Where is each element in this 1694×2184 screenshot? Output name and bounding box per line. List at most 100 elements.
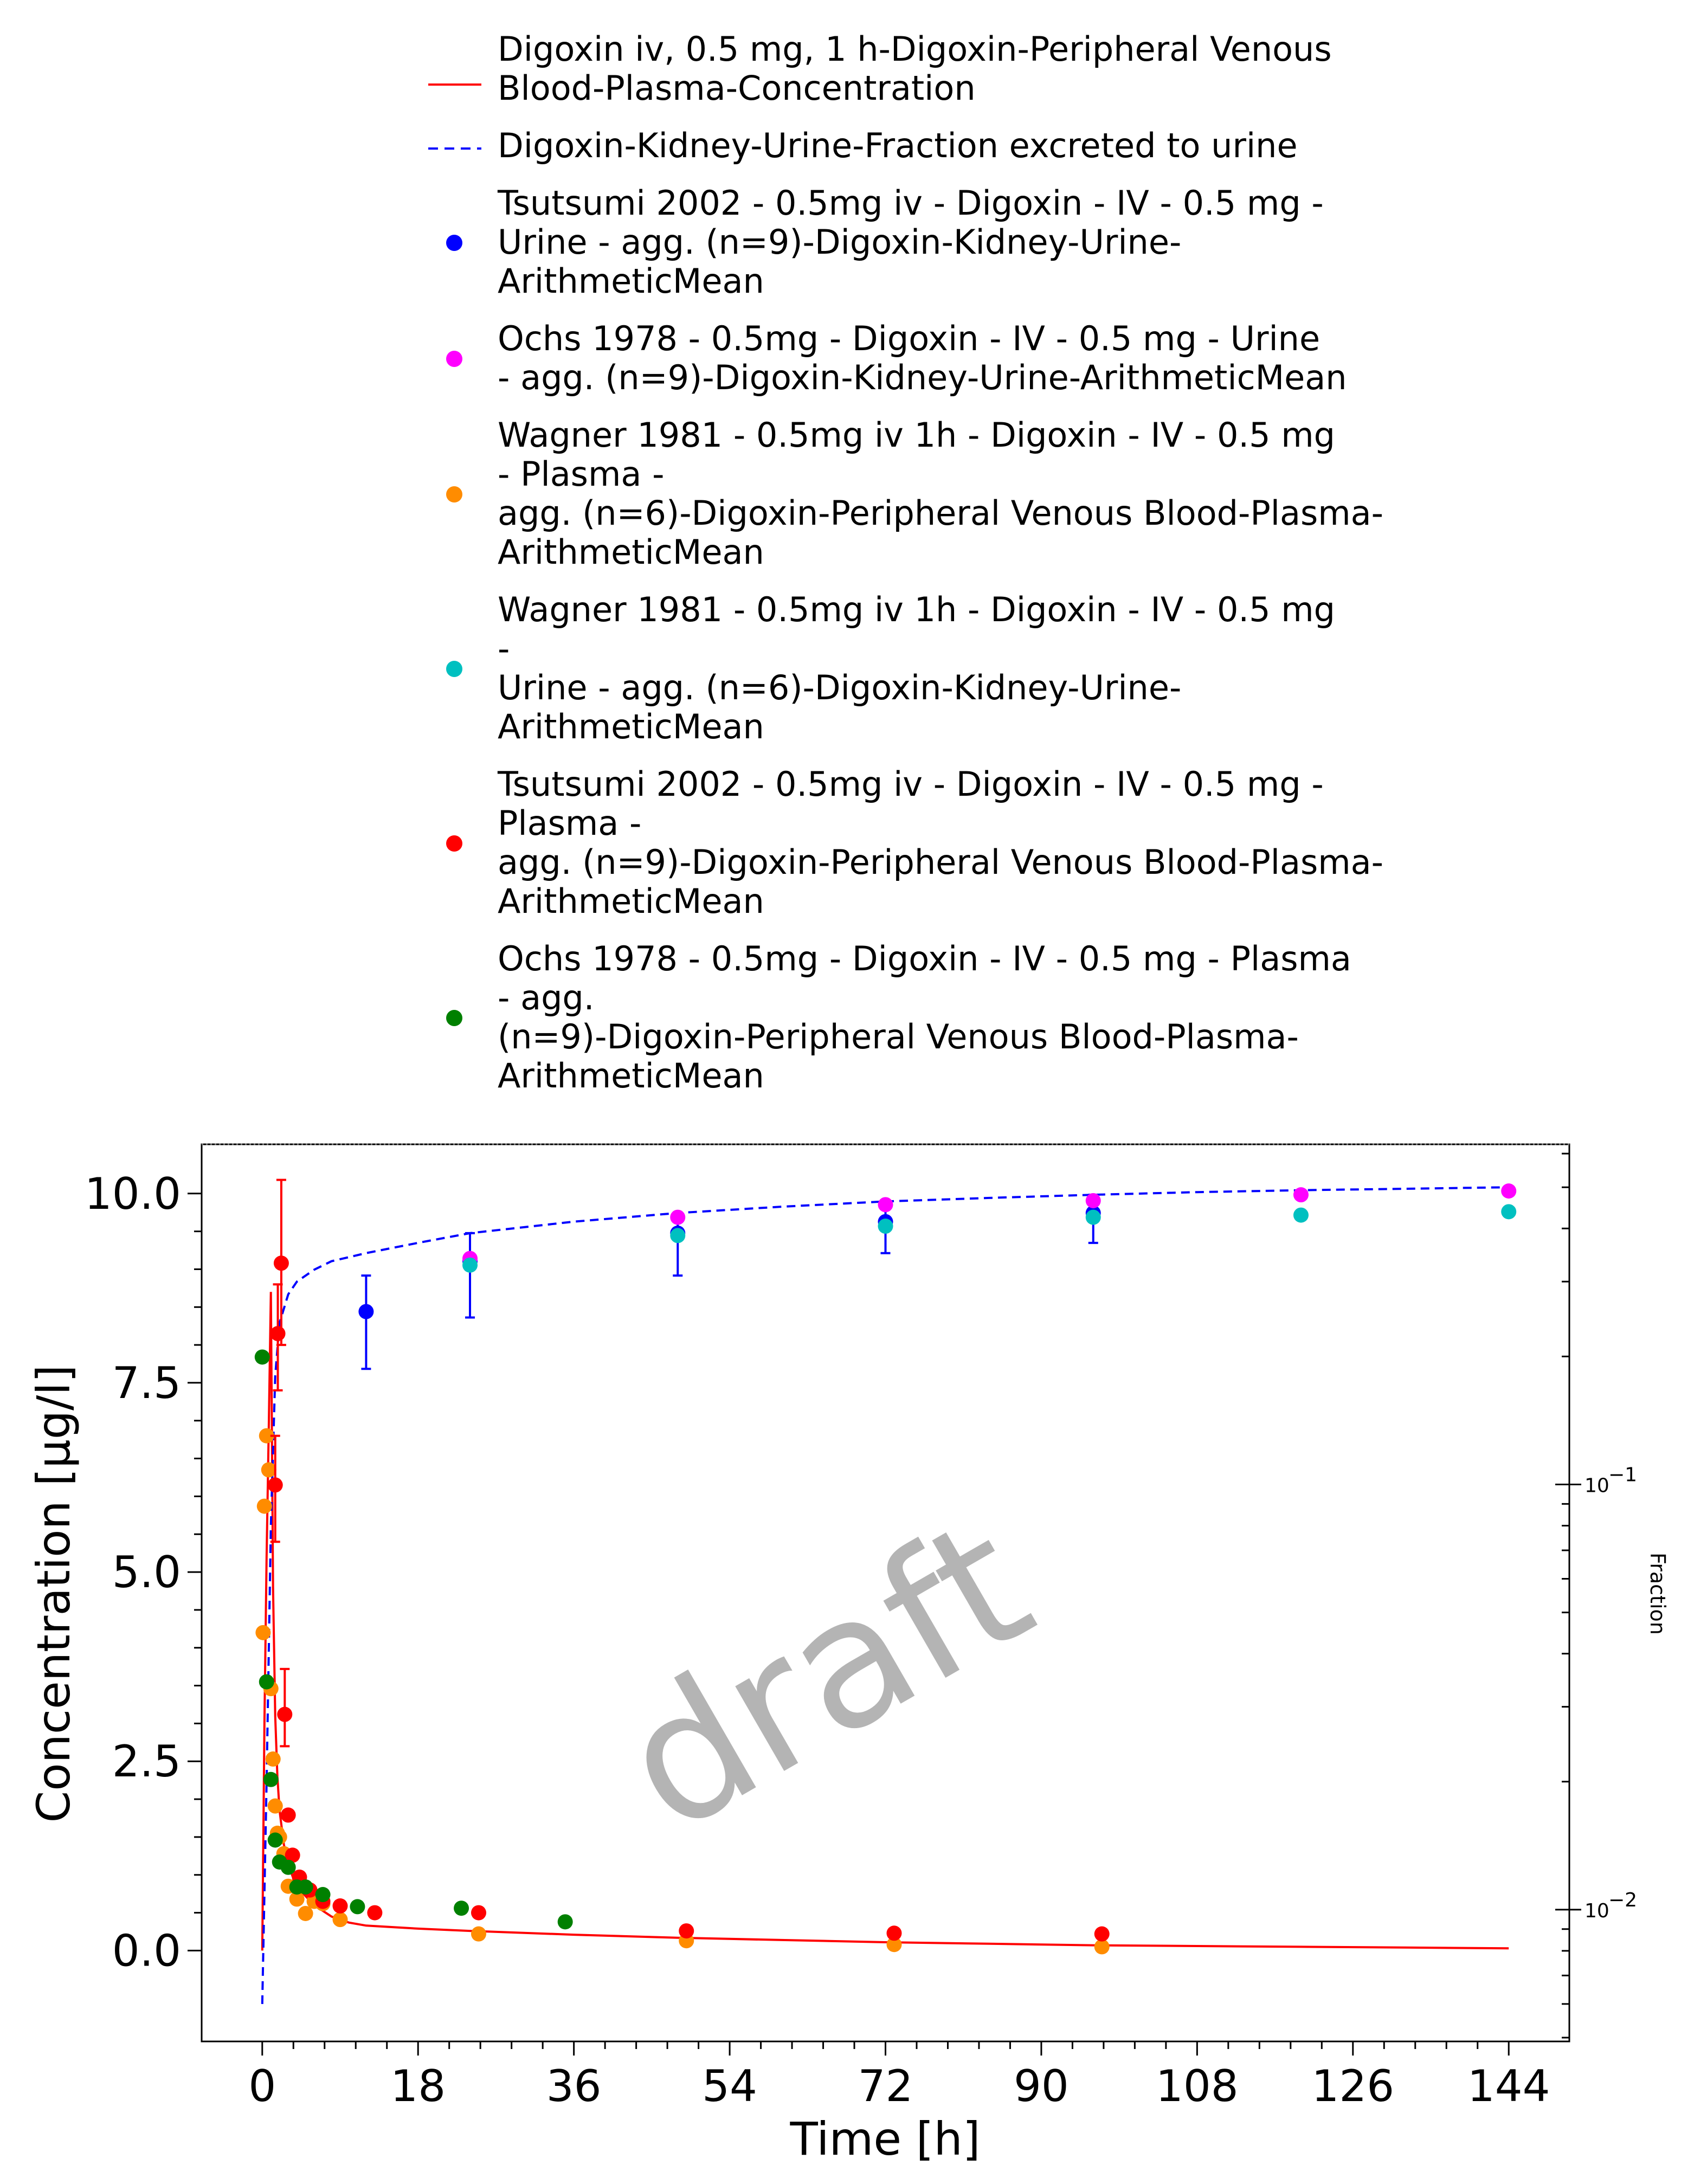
data-point-wagner_plasma [1094,1939,1110,1955]
y2-tick-label: 10 [1584,1900,1609,1922]
legend-label-tsutsumi_urine: Urine - agg. (n=9)-Digoxin-Kidney-Urine- [498,222,1181,262]
legend-label-tsutsumi_plasma: Plasma - [498,803,641,843]
legend-swatch-wagner_urine [446,661,462,677]
data-point-wagner_urine [670,1228,686,1244]
legend-label-wagner_urine: Urine - agg. (n=6)-Digoxin-Kidney-Urine- [498,668,1181,707]
legend-label-ochs_plasma: Ochs 1978 - 0.5mg - Digoxin - IV - 0.5 m… [498,939,1351,978]
y2-axis-title: Fraction [1646,1552,1670,1635]
x-tick-label: 144 [1467,2061,1550,2111]
legend-label-wagner_plasma: ArithmeticMean [498,532,764,572]
data-point-tsutsumi_urine [358,1304,374,1319]
plot-area: draft 0 18 36 54 72 90 108 126 144 0.0 2.5 5.0 7.5 10… [85,1143,1637,2111]
legend-swatch-ochs_urine [446,351,462,367]
data-point-wagner_plasma [471,1926,486,1942]
data-point-tsutsumi_plasma [280,1807,296,1823]
legend-label-ochs_urine: Ochs 1978 - 0.5mg - Digoxin - IV - 0.5 m… [498,319,1320,358]
data-point-wagner_plasma [886,1937,902,1953]
data-point-ochs_plasma [259,1674,274,1690]
data-point-wagner_plasma [298,1905,313,1921]
data-point-wagner_plasma [256,1498,272,1514]
x-tick-label: 18 [390,2061,446,2111]
y-tick-label: 0.0 [112,1925,181,1976]
legend-label-sim_urine: Digoxin-Kidney-Urine-Fraction excreted t… [498,126,1298,165]
data-point-tsutsumi_plasma [679,1923,694,1939]
data-point-wagner_urine [878,1219,893,1234]
x-tick-label: 108 [1156,2061,1239,2111]
legend-label-tsutsumi_plasma: Tsutsumi 2002 - 0.5mg iv - Digoxin - IV … [497,764,1324,804]
axes: 0 18 36 54 72 90 108 126 1440.02.55.07.510.010−1… [85,1152,1637,2111]
legend-label-tsutsumi_plasma: ArithmeticMean [498,881,764,921]
legend-label-ochs_urine: - agg. (n=9)-Digoxin-Kidney-Urine-Arithm… [498,358,1347,397]
data-point-wagner_plasma [261,1462,276,1478]
legend-label-tsutsumi_plasma: agg. (n=9)-Digoxin-Peripheral Venous Blo… [498,842,1383,882]
y-tick-label: 10.0 [85,1169,181,1219]
data-point-tsutsumi_plasma [1094,1926,1110,1942]
data-point-tsutsumi_plasma [285,1847,300,1863]
data-point-ochs_urine [1293,1187,1309,1203]
data-point-wagner_plasma [255,1625,271,1640]
data-point-wagner_plasma [267,1798,283,1814]
y-tick-label: 7.5 [112,1358,181,1408]
legend-swatch-tsutsumi_plasma [446,835,462,852]
x-tick-label: 36 [546,2061,602,2111]
legend-label-ochs_plasma: ArithmeticMean [498,1056,764,1096]
data-point-ochs_plasma [298,1879,313,1895]
data-point-ochs_plasma [350,1899,365,1915]
x-tick-label: 90 [1014,2061,1069,2111]
data-point-ochs_urine [1085,1193,1101,1208]
y-tick-label: 2.5 [112,1736,181,1787]
data-point-tsutsumi_plasma [471,1905,486,1921]
data-point-ochs_plasma [315,1887,331,1903]
data-point-ochs_plasma [557,1914,573,1930]
data-point-tsutsumi_plasma [273,1255,289,1271]
legend-label-wagner_plasma: - Plasma - [498,454,664,494]
data-point-ochs_urine [1501,1183,1517,1199]
data-point-ochs_plasma [454,1900,469,1916]
data-point-tsutsumi_plasma [270,1326,286,1342]
y2-tick-exponent: −2 [1608,1889,1637,1911]
y2-tick-exponent: −1 [1608,1464,1637,1486]
data-point-tsutsumi_plasma [332,1898,348,1914]
legend-label-wagner_urine: Wagner 1981 - 0.5mg iv 1h - Digoxin - IV… [498,590,1335,629]
data-point-ochs_plasma [267,1832,283,1848]
data-point-ochs_urine [878,1197,893,1213]
x-tick-label: 126 [1311,2061,1394,2111]
legend-label-ochs_plasma: (n=9)-Digoxin-Peripheral Venous Blood-Pl… [498,1017,1299,1056]
legend-label-wagner_plasma: agg. (n=6)-Digoxin-Peripheral Venous Blo… [498,493,1383,533]
x-tick-label: 72 [858,2061,913,2111]
legend-swatch-wagner_plasma [446,486,462,502]
data-point-ochs_urine [670,1209,686,1225]
data-point-wagner_urine [1293,1207,1309,1223]
y2-tick-label: 10 [1584,1474,1609,1497]
data-point-wagner_plasma [289,1891,305,1907]
legend-label-sim_plasma: Digoxin iv, 0.5 mg, 1 h-Digoxin-Peripher… [498,29,1332,69]
legend: Digoxin iv, 0.5 mg, 1 h-Digoxin-Peripher… [428,29,1383,1096]
data-point-ochs_plasma [280,1859,296,1875]
legend-label-sim_plasma: Blood-Plasma-Concentration [498,68,976,108]
x-axis-title: Time [h] [789,2112,980,2166]
data-point-wagner_plasma [265,1751,281,1767]
data-point-tsutsumi_plasma [267,1477,283,1493]
data-point-wagner_urine [1085,1209,1101,1225]
data-point-tsutsumi_plasma [886,1925,902,1941]
x-tick-label: 0 [248,2061,276,2111]
data-point-wagner_plasma [332,1912,348,1928]
data-point-ochs_plasma [254,1349,270,1365]
x-tick-label: 54 [702,2061,757,2111]
legend-swatch-ochs_plasma [446,1010,462,1026]
data-point-wagner_urine [462,1257,478,1273]
legend-label-ochs_plasma: - agg. [498,978,595,1017]
legend-label-wagner_urine: - [498,629,510,668]
watermark-text: draft [589,1479,1062,1872]
legend-swatch-tsutsumi_urine [446,235,462,251]
data-point-tsutsumi_plasma [367,1905,383,1921]
data-point-wagner_urine [1501,1204,1517,1220]
y-axis-title: Concentration [µg/l] [27,1365,80,1823]
data-point-tsutsumi_plasma [277,1706,293,1722]
series [254,1178,1517,2004]
legend-label-tsutsumi_urine: Tsutsumi 2002 - 0.5mg iv - Digoxin - IV … [497,183,1324,223]
data-point-ochs_plasma [263,1771,279,1787]
legend-label-wagner_plasma: Wagner 1981 - 0.5mg iv 1h - Digoxin - IV… [498,415,1335,455]
legend-label-tsutsumi_urine: ArithmeticMean [498,261,764,301]
